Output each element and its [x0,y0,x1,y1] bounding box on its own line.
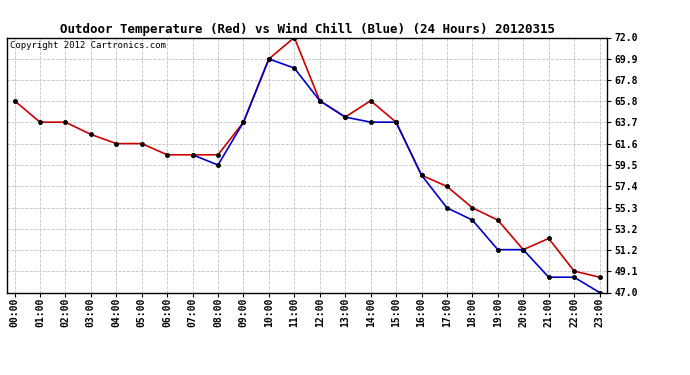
Text: Copyright 2012 Cartronics.com: Copyright 2012 Cartronics.com [10,41,166,50]
Title: Outdoor Temperature (Red) vs Wind Chill (Blue) (24 Hours) 20120315: Outdoor Temperature (Red) vs Wind Chill … [59,23,555,36]
